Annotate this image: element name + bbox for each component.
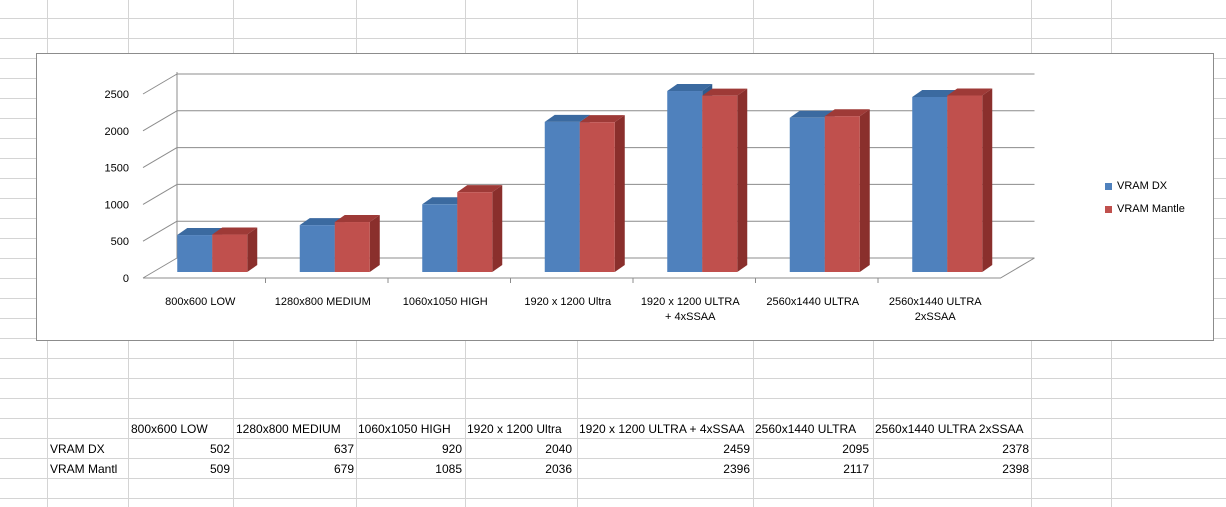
gridline-diagonal — [142, 220, 178, 242]
bar — [912, 96, 948, 272]
x-tick-label: 2560x1440 ULTRA — [889, 296, 982, 308]
table-cell[interactable]: 2040 — [545, 442, 572, 456]
table-cell[interactable]: 2095 — [842, 442, 869, 456]
bar — [579, 122, 615, 273]
table-cell[interactable]: 2036 — [545, 462, 572, 476]
bar — [789, 117, 825, 272]
y-tick-label: 2000 — [105, 126, 129, 138]
x-tick-label: 2560x1440 ULTRA — [766, 296, 859, 308]
x-tick-label: + 4xSSAA — [665, 311, 716, 323]
bar-top — [457, 185, 503, 193]
table-header-cell[interactable]: 1920 x 1200 Ultra — [467, 422, 562, 436]
y-tick-label: 1000 — [105, 199, 129, 211]
table-header-cell[interactable]: 2560x1440 ULTRA 2xSSAA — [875, 422, 1024, 436]
table-cell[interactable]: 509 — [209, 462, 230, 476]
table-cell[interactable]: 2378 — [1002, 442, 1029, 456]
bar-chart: 0 500 1000 1500 2000 2500 800x600 LOW 1280x800 … — [105, 72, 1035, 323]
bar — [422, 204, 458, 272]
bar — [334, 222, 370, 272]
gridline-diagonal — [142, 183, 178, 205]
bar-top — [177, 228, 223, 236]
bar-top — [544, 114, 590, 122]
table-cell[interactable]: 1085 — [435, 462, 462, 476]
x-tick-label: 2xSSAA — [915, 311, 957, 323]
table-cell[interactable]: 679 — [333, 462, 354, 476]
bar-top — [334, 215, 380, 223]
bar — [544, 121, 580, 272]
table-cell[interactable]: 2398 — [1002, 462, 1029, 476]
bar — [299, 225, 335, 272]
y-tick-label: 0 — [123, 273, 129, 285]
gridline-diagonal — [142, 110, 178, 132]
y-tick-label: 2500 — [105, 89, 129, 101]
bar-top — [947, 88, 993, 96]
bar — [667, 91, 703, 272]
bar — [824, 116, 860, 272]
y-tick-label: 500 — [111, 236, 129, 248]
legend-swatch-red — [1105, 205, 1112, 213]
bar — [702, 95, 738, 272]
table-cell[interactable]: 2396 — [723, 462, 750, 476]
table-cell[interactable]: 2459 — [723, 442, 750, 456]
chart-area[interactable]: 0 500 1000 1500 2000 2500 800x600 LOW 1280x800 … — [36, 53, 1214, 341]
gridline-diagonal — [142, 147, 178, 169]
gridline-diagonal — [142, 257, 178, 279]
bar-top — [212, 227, 258, 235]
table-header-cell[interactable]: 2560x1440 ULTRA — [755, 422, 857, 436]
legend-label: VRAM DX — [1117, 180, 1168, 192]
bar-top — [702, 88, 748, 96]
bar-top — [579, 115, 625, 123]
table-header-cell[interactable]: 800x600 LOW — [131, 422, 208, 436]
bar-side — [492, 185, 503, 272]
bar-top — [667, 84, 713, 92]
table-header-cell[interactable]: 1060x1050 HIGH — [358, 422, 451, 436]
legend-label: VRAM Mantle — [1117, 203, 1185, 215]
bar-side — [614, 115, 625, 273]
y-tick-label: 1500 — [105, 163, 129, 175]
table-row-label[interactable]: VRAM Mantl — [50, 462, 118, 476]
table-cell[interactable]: 2117 — [843, 462, 869, 476]
table-cell[interactable]: 637 — [333, 442, 354, 456]
bar — [212, 234, 248, 272]
x-tick-label: 1280x800 MEDIUM — [275, 296, 371, 308]
bar-top — [824, 109, 870, 117]
table-cell[interactable]: 502 — [209, 442, 230, 456]
bar-top — [789, 110, 835, 118]
legend-swatch-blue — [1105, 182, 1112, 190]
legend-item-vram-dx: VRAM DX — [1105, 180, 1167, 192]
bar-side — [737, 88, 748, 272]
bar — [457, 192, 493, 272]
x-tick-label: 1920 x 1200 Ultra — [524, 296, 612, 308]
table-header-cell[interactable]: 1920 x 1200 ULTRA + 4xSSAA — [579, 422, 745, 436]
bar-top — [299, 218, 345, 226]
bar-side — [247, 227, 258, 272]
x-tick-label: 1920 x 1200 ULTRA — [641, 296, 741, 308]
bar — [947, 95, 983, 272]
bar-top — [912, 89, 958, 97]
table-row-label[interactable]: VRAM DX — [50, 442, 105, 456]
bar — [177, 235, 213, 272]
bar-side — [859, 109, 870, 272]
gridline-diagonal — [142, 73, 178, 95]
table-cell[interactable]: 920 — [441, 442, 462, 456]
x-tick-label: 1060x1050 HIGH — [403, 296, 488, 308]
floor-edge — [143, 257, 1035, 279]
x-tick-label: 800x600 LOW — [165, 296, 236, 308]
legend-item-vram-mantle: VRAM Mantle — [1105, 203, 1185, 215]
bar-side — [982, 88, 993, 272]
bar-top — [422, 197, 468, 205]
bar-side — [369, 215, 380, 272]
table-header-cell[interactable]: 1280x800 MEDIUM — [236, 422, 341, 436]
